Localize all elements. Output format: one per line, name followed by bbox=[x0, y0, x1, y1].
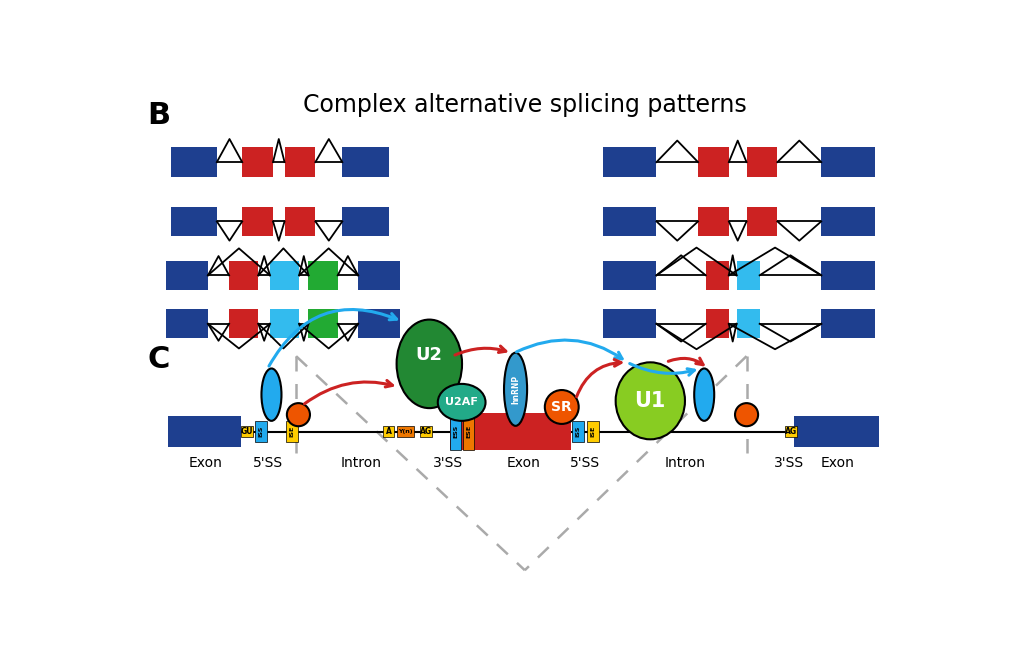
Bar bbox=[736, 261, 760, 290]
Bar bbox=[571, 421, 584, 442]
Bar bbox=[785, 426, 798, 437]
Bar bbox=[420, 426, 432, 437]
Bar bbox=[285, 147, 315, 177]
Text: Exon: Exon bbox=[188, 456, 222, 470]
Text: Intron: Intron bbox=[665, 456, 706, 470]
Text: GU: GU bbox=[241, 427, 253, 436]
Text: 3'SS: 3'SS bbox=[433, 456, 463, 470]
Text: Intron: Intron bbox=[341, 456, 382, 470]
Text: 3'SS: 3'SS bbox=[774, 456, 804, 470]
Ellipse shape bbox=[261, 368, 282, 421]
Text: hnRNP: hnRNP bbox=[511, 374, 520, 404]
Bar bbox=[342, 207, 388, 236]
Bar bbox=[587, 421, 599, 442]
Text: C: C bbox=[147, 345, 170, 374]
Bar bbox=[255, 421, 267, 442]
Bar bbox=[698, 147, 729, 177]
Bar bbox=[166, 261, 208, 290]
Bar bbox=[243, 207, 273, 236]
Bar bbox=[736, 309, 760, 338]
Text: U2AF: U2AF bbox=[445, 397, 478, 407]
Text: ESS: ESS bbox=[453, 425, 458, 438]
Text: ESE: ESE bbox=[466, 425, 471, 438]
Bar bbox=[171, 147, 217, 177]
Bar bbox=[602, 147, 656, 177]
Bar bbox=[602, 309, 656, 338]
Text: Complex alternative splicing patterns: Complex alternative splicing patterns bbox=[303, 93, 746, 117]
Bar bbox=[270, 309, 299, 338]
Text: ISE: ISE bbox=[591, 426, 596, 438]
Ellipse shape bbox=[735, 403, 758, 426]
Text: A: A bbox=[386, 427, 391, 436]
Ellipse shape bbox=[694, 368, 714, 421]
Bar bbox=[602, 207, 656, 236]
Bar bbox=[795, 417, 879, 447]
Bar bbox=[821, 207, 876, 236]
Ellipse shape bbox=[438, 384, 485, 421]
Text: U1: U1 bbox=[635, 391, 666, 411]
Bar bbox=[308, 261, 338, 290]
Ellipse shape bbox=[396, 320, 462, 408]
Bar bbox=[342, 147, 388, 177]
Bar bbox=[358, 261, 400, 290]
Bar bbox=[286, 421, 298, 442]
Bar bbox=[243, 147, 273, 177]
Text: ISE: ISE bbox=[290, 426, 295, 438]
Bar bbox=[463, 413, 474, 450]
Bar bbox=[308, 309, 338, 338]
Bar bbox=[166, 309, 208, 338]
Bar bbox=[397, 426, 414, 437]
Bar bbox=[270, 261, 299, 290]
Text: Exon: Exon bbox=[506, 456, 541, 470]
Bar bbox=[241, 426, 253, 437]
Bar bbox=[229, 309, 258, 338]
Text: U2: U2 bbox=[416, 345, 442, 364]
Bar bbox=[168, 417, 241, 447]
Bar bbox=[698, 207, 729, 236]
Bar bbox=[602, 261, 656, 290]
Bar bbox=[746, 207, 777, 236]
Ellipse shape bbox=[545, 390, 579, 424]
Text: 5'SS: 5'SS bbox=[569, 456, 600, 470]
Bar bbox=[821, 309, 876, 338]
Bar bbox=[451, 413, 571, 450]
Bar bbox=[821, 261, 876, 290]
Text: ISS: ISS bbox=[575, 426, 581, 438]
Text: ISS: ISS bbox=[258, 426, 263, 438]
Bar bbox=[229, 261, 258, 290]
Ellipse shape bbox=[615, 363, 685, 440]
Bar bbox=[451, 413, 461, 450]
Text: AG: AG bbox=[785, 427, 798, 436]
Bar bbox=[706, 309, 729, 338]
Text: B: B bbox=[147, 101, 171, 130]
Bar bbox=[383, 426, 394, 437]
Text: AG: AG bbox=[420, 427, 432, 436]
Bar bbox=[746, 147, 777, 177]
Text: Y(n): Y(n) bbox=[398, 429, 413, 434]
Ellipse shape bbox=[504, 353, 527, 426]
Text: 5'SS: 5'SS bbox=[253, 456, 283, 470]
Bar bbox=[358, 309, 400, 338]
Bar bbox=[821, 147, 876, 177]
Text: SR: SR bbox=[551, 400, 572, 414]
Text: Exon: Exon bbox=[820, 456, 854, 470]
Ellipse shape bbox=[287, 403, 310, 426]
Bar bbox=[285, 207, 315, 236]
Bar bbox=[171, 207, 217, 236]
Bar bbox=[706, 261, 729, 290]
